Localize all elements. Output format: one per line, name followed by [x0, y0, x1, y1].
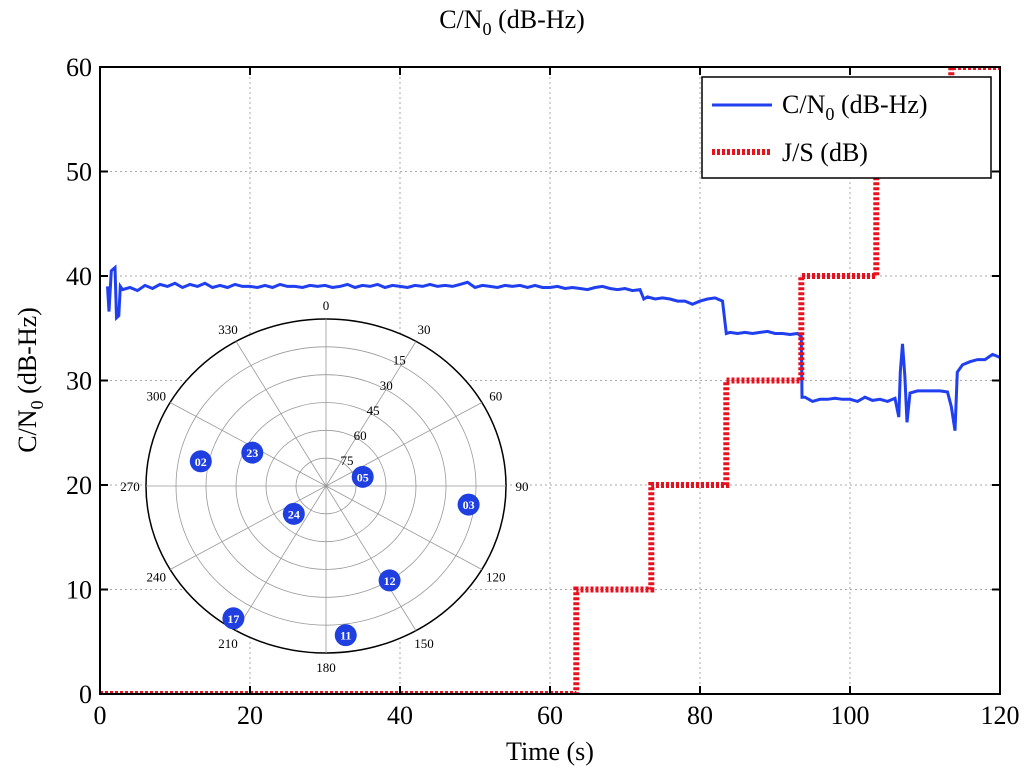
- elevation-label: 30: [380, 378, 393, 393]
- satellite-prn-label: 02: [195, 455, 207, 469]
- azimuth-spoke: [235, 485, 327, 631]
- x-tick-label: 60: [537, 701, 563, 730]
- elevation-label: 15: [393, 353, 406, 368]
- satellite-marker: 12: [378, 569, 401, 592]
- cn0-series-line: [106, 264, 1000, 431]
- x-tick-label: 80: [687, 701, 713, 730]
- azimuth-label: 60: [489, 389, 502, 404]
- satellite-marker: 17: [222, 607, 245, 630]
- azimuth-label: 30: [418, 322, 431, 337]
- y-tick-label: 20: [66, 471, 92, 500]
- elevation-label: 60: [354, 428, 367, 443]
- satellite-marker: 24: [282, 502, 305, 525]
- azimuth-spoke: [325, 402, 483, 487]
- plot-frame: [99, 66, 1001, 695]
- azimuth-label: 330: [218, 322, 238, 337]
- satellite-dot: [351, 465, 374, 488]
- x-axis-label: Time (s): [506, 737, 594, 766]
- azimuth-label: 120: [486, 570, 506, 585]
- y-tick-label: 50: [66, 158, 92, 187]
- satellite-dot: [378, 569, 401, 592]
- y-tick-label: 0: [79, 680, 92, 709]
- azimuth-label: 90: [516, 479, 529, 494]
- satellite-dot: [282, 502, 305, 525]
- azimuth-spoke: [325, 485, 417, 631]
- satellite-prn-label: 12: [384, 574, 396, 588]
- legend-label-js: J/S (dB): [782, 138, 868, 167]
- polar-skyplot: 0306090120150180210240270300330153045607…: [120, 298, 528, 675]
- azimuth-label: 210: [218, 636, 238, 651]
- satellite-dot: [457, 493, 480, 516]
- satellite-marker: 11: [334, 624, 357, 647]
- chart-title: C/N0 (dB-Hz): [439, 5, 585, 39]
- satellite-dot: [241, 441, 264, 464]
- satellite-marker: 02: [189, 450, 212, 473]
- satellite-prn-label: 05: [357, 470, 369, 484]
- y-axis-label: C/N0 (dB-Hz): [13, 307, 47, 453]
- azimuth-spoke: [169, 485, 327, 570]
- x-tick-label: 20: [237, 701, 263, 730]
- satellite-dot: [334, 624, 357, 647]
- azimuth-label: 0: [323, 298, 330, 313]
- azimuth-label: 270: [120, 479, 140, 494]
- satellite-marker: 05: [351, 465, 374, 488]
- y-tick-label: 10: [66, 576, 92, 605]
- legend: C/N0 (dB-Hz) J/S (dB): [701, 76, 992, 179]
- satellite-prn-label: 17: [227, 612, 239, 626]
- azimuth-spoke: [325, 341, 417, 487]
- x-tick-label: 40: [387, 701, 413, 730]
- azimuth-spoke: [235, 341, 327, 487]
- y-tick-label: 60: [66, 53, 92, 82]
- y-tick-label: 40: [66, 262, 92, 291]
- legend-label-cn0: C/N0 (dB-Hz): [782, 90, 928, 124]
- satellite-marker: 23: [241, 441, 264, 464]
- azimuth-spoke: [325, 485, 483, 570]
- x-tick-label: 120: [981, 701, 1020, 730]
- y-tick-label: 30: [66, 367, 92, 396]
- azimuth-label: 150: [414, 636, 434, 651]
- satellite-dot: [222, 607, 245, 630]
- satellite-prn-label: 23: [246, 446, 258, 460]
- azimuth-label: 180: [316, 660, 336, 675]
- azimuth-label: 240: [147, 570, 167, 585]
- elevation-label: 45: [367, 403, 380, 418]
- x-tick-label: 0: [94, 701, 107, 730]
- legend-box: [701, 76, 992, 179]
- azimuth-label: 300: [147, 389, 167, 404]
- x-tick-label: 100: [831, 701, 870, 730]
- satellite-prn-label: 03: [463, 498, 475, 512]
- satellite-dot: [189, 450, 212, 473]
- satellite-prn-label: 24: [288, 507, 300, 521]
- satellite-marker: 03: [457, 493, 480, 516]
- satellite-prn-label: 11: [340, 629, 351, 643]
- elevation-label: 75: [341, 453, 354, 468]
